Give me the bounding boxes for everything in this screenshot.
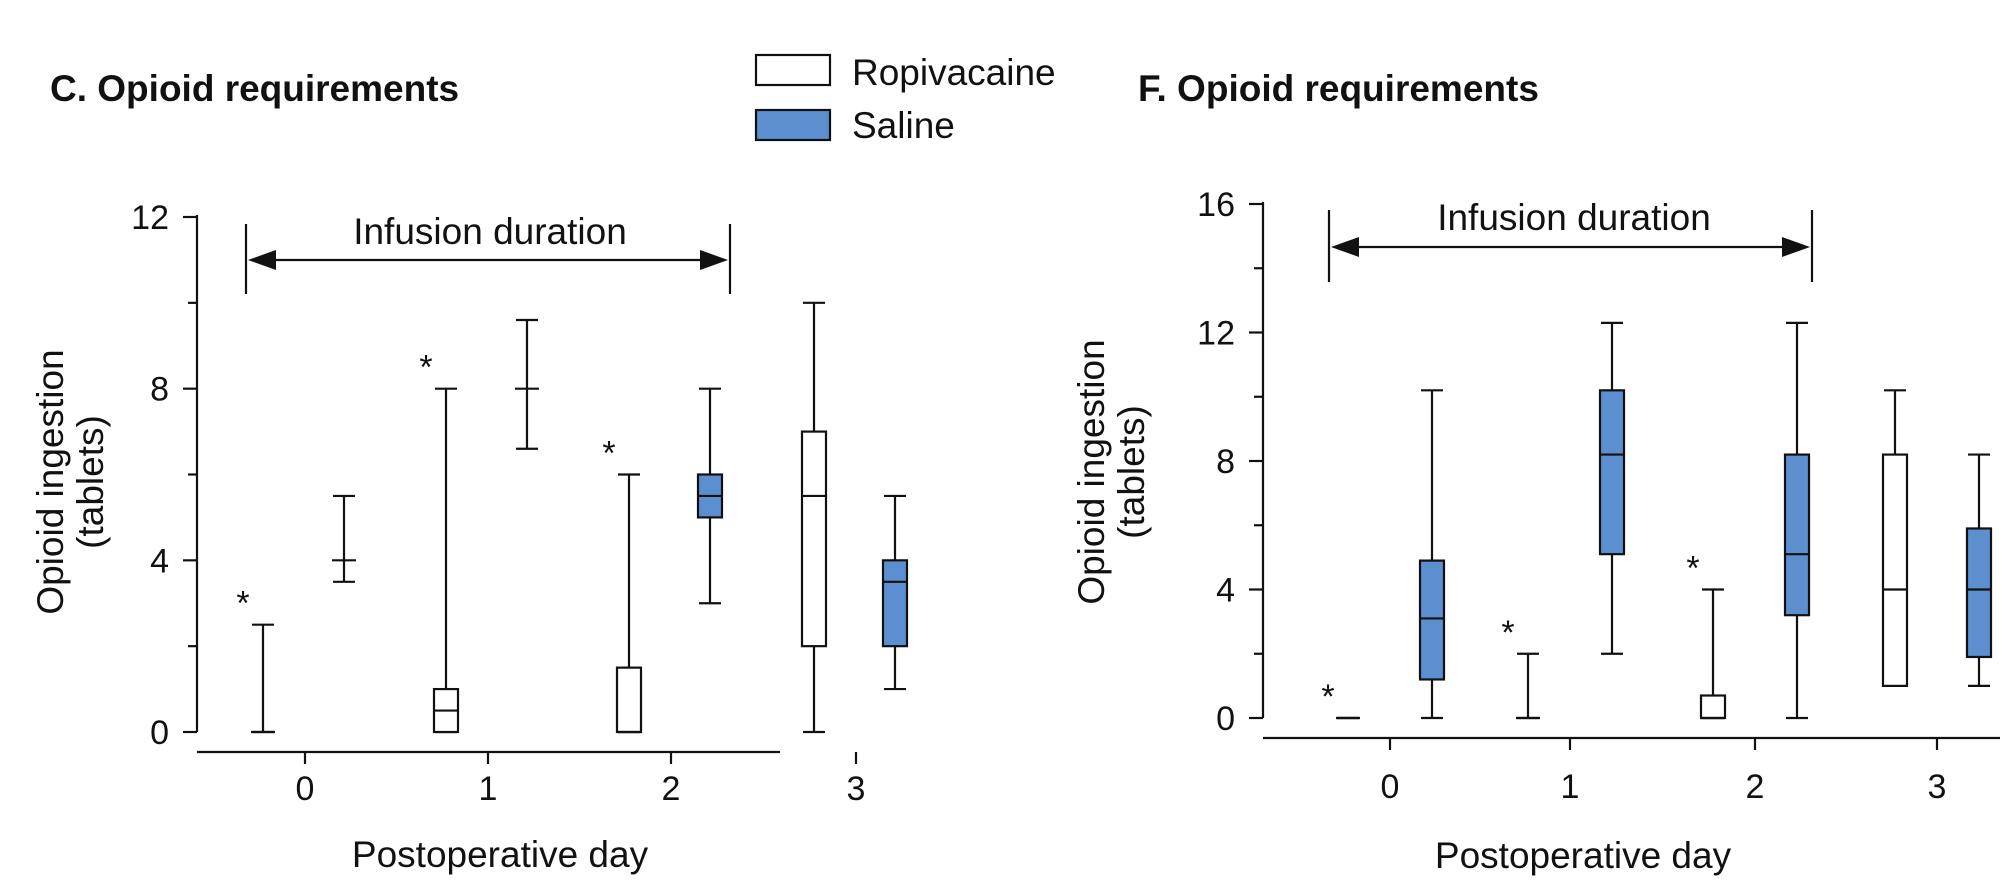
panel-f-x-tick-label: 3 [1928, 768, 1947, 806]
legend-swatch-ropivacaine [754, 53, 832, 87]
panel-c-y-tick-label: 8 [150, 371, 169, 409]
panel-c-ropivacaine-day0-significance-marker: * [236, 585, 249, 623]
legend: Ropivacaine Saline [754, 52, 1056, 146]
panel-f-y-tick-label: 16 [1197, 186, 1235, 224]
panel-f-ylabel-line1: Opioid ingestion [1071, 339, 1112, 604]
panel-f-x-tick-label: 2 [1746, 768, 1765, 806]
panel-c-ropivacaine-day1-significance-marker: * [419, 349, 432, 387]
legend-label-ropivacaine: Ropivacaine [852, 52, 1056, 93]
panel-f-x-tick-label: 0 [1381, 768, 1400, 806]
panel-c-saline-day3-box [881, 559, 909, 648]
panel-f-y-tick-label: 4 [1216, 572, 1235, 610]
legend-label-saline: Saline [852, 105, 955, 146]
panel-c-x-tick-label: 1 [479, 770, 498, 808]
panel-c-xlabel: Postoperative day [352, 834, 649, 875]
panel-c-ylabel-line1: Opioid ingestion [30, 349, 71, 614]
panel-c-infusion-label: Infusion duration [353, 211, 627, 252]
panel-f-y-tick-label: 0 [1216, 700, 1235, 738]
panel-f-ylabel-line2: (tablets) [1111, 405, 1152, 539]
panel-c-infusion-arrowhead-right [700, 250, 728, 270]
panel-c-ropivacaine-day2-box [615, 666, 643, 734]
panel-c-x-tick-label: 3 [847, 770, 866, 808]
panel-f-saline-day0-box [1418, 559, 1446, 681]
panel-f-ropivacaine-day2-box [1699, 694, 1727, 720]
panel-c-title: C. Opioid requirements [50, 68, 459, 109]
panel-f-title: F. Opioid requirements [1138, 68, 1539, 109]
panel-c-y-tick-label: 4 [150, 542, 169, 580]
panel-f-xlabel: Postoperative day [1435, 835, 1732, 876]
panel-f-x-tick-label: 1 [1561, 768, 1580, 806]
panel-f-saline-day1-box [1598, 389, 1626, 556]
panel-c-ropivacaine-day2-significance-marker: * [602, 435, 615, 473]
panel-f-saline-day3-box [1965, 527, 1993, 659]
panel-f-ropivacaine-day0-significance-marker: * [1321, 678, 1334, 716]
legend-swatch-saline [754, 108, 832, 142]
panel-c-y-tick-label: 0 [150, 714, 169, 752]
panel-c-infusion-arrowhead-left [248, 250, 276, 270]
panel-f-infusion-label: Infusion duration [1437, 197, 1711, 238]
panel-c-y-tick-label: 12 [131, 199, 169, 237]
panel-f-infusion-arrowhead-right [1782, 237, 1810, 257]
panel-f-y-tick-label: 12 [1197, 315, 1235, 353]
panel-f-ropivacaine-day1-significance-marker: * [1501, 614, 1514, 652]
panel-c-x-tick-label: 0 [296, 770, 315, 808]
panel-f-y-tick-label: 8 [1216, 443, 1235, 481]
panel-c-ropivacaine-day3-box [800, 430, 828, 648]
panel-c-ylabel-line2: (tablets) [70, 415, 111, 549]
panel-f-ropivacaine-day3-box [1881, 453, 1909, 687]
panel-f-ropivacaine-day2-significance-marker: * [1686, 550, 1699, 588]
panel-f: F. Opioid requirements Opioid ingestion … [1071, 68, 2000, 876]
panel-f-infusion-arrowhead-left [1331, 237, 1359, 257]
panel-c: C. Opioid requirements Opioid ingestion … [30, 68, 909, 875]
panel-c-x-tick-label: 2 [662, 770, 681, 808]
panel-f-saline-day2-box [1783, 453, 1811, 617]
